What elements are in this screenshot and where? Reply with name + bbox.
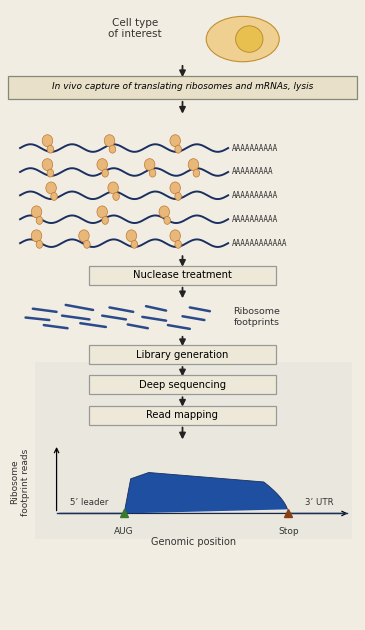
Text: Stop: Stop: [278, 527, 299, 536]
Ellipse shape: [36, 217, 43, 224]
Text: Ribosome
footprints: Ribosome footprints: [234, 307, 280, 326]
Text: Genomic position: Genomic position: [151, 537, 236, 547]
Ellipse shape: [31, 206, 42, 218]
Ellipse shape: [170, 182, 180, 194]
FancyBboxPatch shape: [89, 375, 276, 394]
Ellipse shape: [97, 159, 107, 171]
FancyBboxPatch shape: [89, 406, 276, 425]
Ellipse shape: [79, 230, 89, 242]
Text: AAAAAAAAAA: AAAAAAAAAA: [232, 191, 278, 200]
Text: AUG: AUG: [114, 527, 134, 536]
Text: AAAAAAAAA: AAAAAAAAA: [232, 168, 273, 176]
Ellipse shape: [149, 169, 156, 177]
Ellipse shape: [206, 16, 279, 62]
Ellipse shape: [193, 169, 200, 177]
Ellipse shape: [236, 26, 263, 52]
Ellipse shape: [84, 241, 90, 248]
Ellipse shape: [175, 241, 181, 248]
Ellipse shape: [175, 146, 181, 153]
Ellipse shape: [131, 241, 138, 248]
Ellipse shape: [102, 169, 108, 177]
Ellipse shape: [164, 217, 170, 224]
Bar: [35, 362, 352, 539]
Text: AAAAAAAAAA: AAAAAAAAAA: [232, 215, 278, 224]
Ellipse shape: [47, 146, 54, 153]
Ellipse shape: [126, 230, 137, 242]
Ellipse shape: [102, 217, 108, 224]
Ellipse shape: [170, 135, 180, 147]
Text: AAAAAAAAAAAA: AAAAAAAAAAAA: [232, 239, 287, 248]
Text: In vivo capture of translating ribosomes and mRNAs, lysis: In vivo capture of translating ribosomes…: [52, 83, 313, 91]
Ellipse shape: [46, 182, 56, 194]
FancyBboxPatch shape: [8, 76, 357, 99]
Ellipse shape: [159, 206, 169, 218]
Ellipse shape: [51, 193, 57, 200]
Text: Library generation: Library generation: [136, 350, 229, 360]
Ellipse shape: [170, 230, 180, 242]
Ellipse shape: [145, 159, 155, 171]
Ellipse shape: [108, 182, 118, 194]
Ellipse shape: [36, 241, 43, 248]
Text: Deep sequencing: Deep sequencing: [139, 380, 226, 390]
Ellipse shape: [31, 230, 42, 242]
Text: 3’ UTR: 3’ UTR: [305, 498, 334, 507]
Text: Nuclease treatment: Nuclease treatment: [133, 270, 232, 280]
Ellipse shape: [47, 169, 54, 177]
Text: 5’ leader: 5’ leader: [70, 498, 109, 507]
Text: Read mapping: Read mapping: [146, 410, 219, 420]
Ellipse shape: [109, 146, 116, 153]
FancyBboxPatch shape: [89, 266, 276, 285]
Ellipse shape: [188, 159, 199, 171]
Text: Cell type
of interest: Cell type of interest: [108, 18, 162, 39]
Ellipse shape: [175, 193, 181, 200]
Text: Ribosome
footprint reads: Ribosome footprint reads: [10, 449, 30, 515]
Ellipse shape: [97, 206, 107, 218]
Ellipse shape: [104, 135, 115, 147]
Ellipse shape: [42, 159, 53, 171]
Ellipse shape: [42, 135, 53, 147]
Text: Coding region: Coding region: [191, 493, 251, 502]
Text: AAAAAAAAAA: AAAAAAAAAA: [232, 144, 278, 152]
Ellipse shape: [113, 193, 119, 200]
FancyBboxPatch shape: [89, 345, 276, 364]
